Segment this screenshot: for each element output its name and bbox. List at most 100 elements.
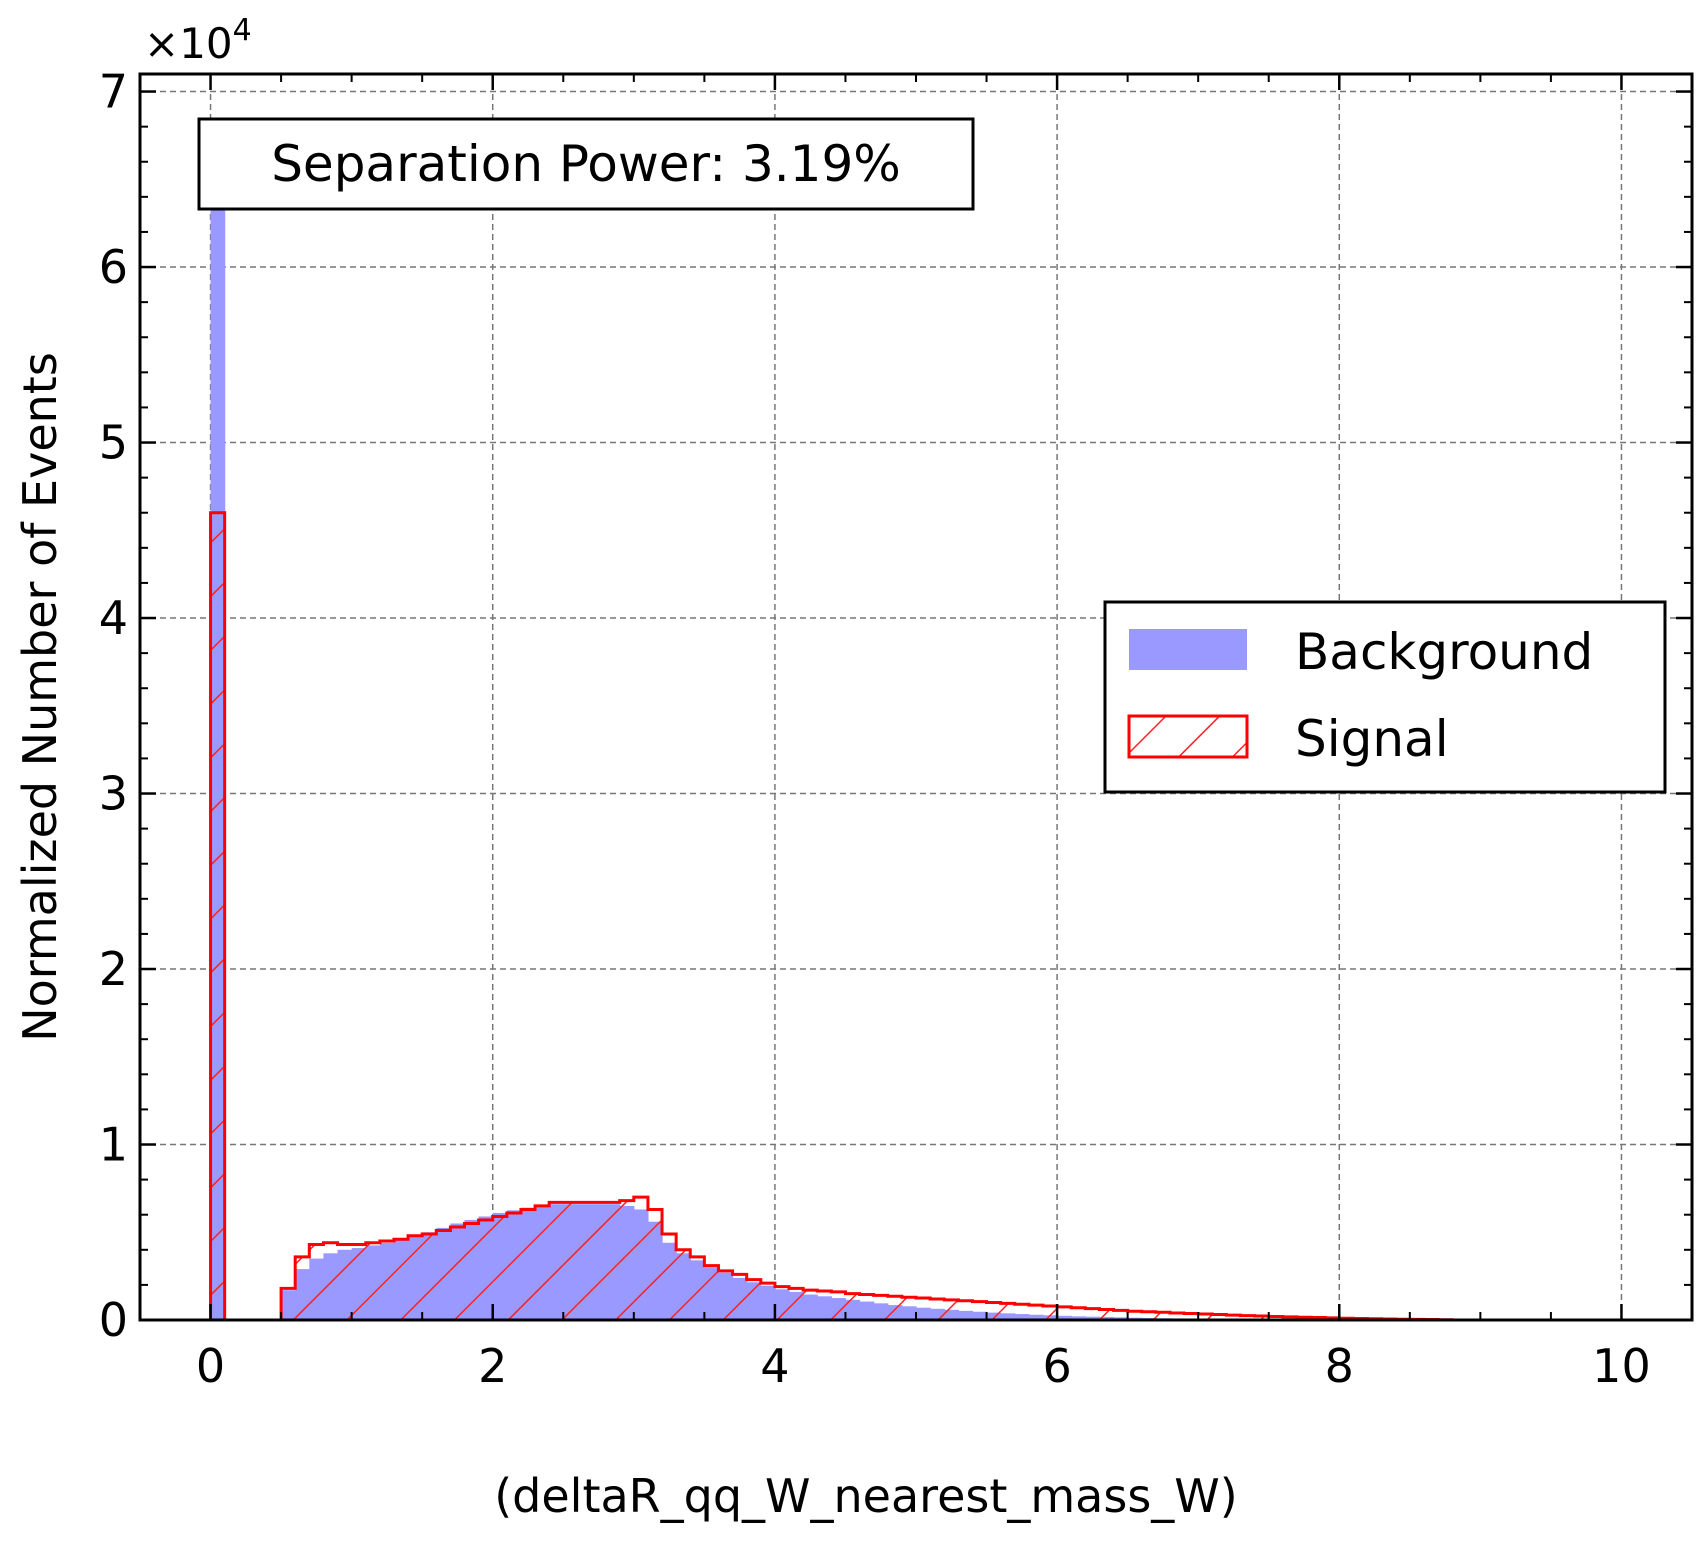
- x-tick-label: 6: [1042, 1339, 1071, 1393]
- x-tick-label: 0: [196, 1339, 225, 1393]
- signal-bar: [492, 1216, 507, 1320]
- signal-bar: [450, 1226, 465, 1320]
- signal-bar: [281, 1288, 296, 1320]
- signal-bar: [1042, 1305, 1058, 1320]
- y-tick-label: 6: [99, 240, 128, 294]
- y-tick-label: 4: [99, 591, 128, 645]
- y-tick-label: 1: [99, 1118, 128, 1172]
- signal-bar: [393, 1239, 409, 1320]
- signal-bar: [958, 1300, 973, 1320]
- signal-bar: [1268, 1316, 1283, 1320]
- signal-bar: [972, 1301, 987, 1320]
- x-tick-label: 2: [478, 1339, 507, 1393]
- x-tick-label: 4: [760, 1339, 789, 1393]
- signal-bar: [520, 1209, 536, 1320]
- signal-bar: [873, 1295, 888, 1320]
- signal-bar: [1057, 1306, 1072, 1320]
- signal-bar: [1071, 1307, 1086, 1320]
- y-multiplier-exponent: 4: [233, 13, 252, 48]
- signal-bar: [535, 1205, 550, 1320]
- signal-bar: [210, 512, 225, 1320]
- signal-bar: [1014, 1304, 1029, 1320]
- signal-bar: [732, 1274, 747, 1320]
- signal-bar: [1212, 1314, 1227, 1320]
- signal-bar: [647, 1209, 663, 1320]
- legend-label-signal: Signal: [1295, 710, 1449, 768]
- signal-bar: [1254, 1315, 1269, 1320]
- axis-tick-labels: 0 2 4 6 8 10 0 1 2 3 4 5 6 7: [99, 65, 1651, 1393]
- signal-bar: [1113, 1310, 1128, 1320]
- signal-bar: [422, 1234, 437, 1320]
- signal-bar: [549, 1202, 564, 1320]
- signal-bar: [845, 1293, 860, 1320]
- y-tick-label: 3: [99, 767, 128, 821]
- signal-bar: [633, 1197, 648, 1320]
- signal-bar: [563, 1202, 578, 1320]
- y-tick-label: 0: [99, 1293, 128, 1347]
- signal-bar: [1169, 1312, 1185, 1320]
- signal-bar: [1028, 1305, 1043, 1320]
- x-axis-label: (deltaR_qq_W_nearest_mass_W): [494, 1469, 1238, 1523]
- signal-bar: [436, 1230, 451, 1320]
- legend: Background Signal: [1103, 600, 1667, 794]
- signal-bar: [1099, 1309, 1114, 1320]
- legend-label-background: Background: [1295, 623, 1593, 681]
- signal-bar: [676, 1249, 691, 1320]
- signal-bar: [605, 1202, 620, 1320]
- signal-bar: [789, 1288, 804, 1320]
- signal-bar: [803, 1290, 818, 1320]
- signal-bar: [1085, 1308, 1100, 1320]
- signal-bar: [506, 1212, 521, 1320]
- y-tick-label: 2: [99, 942, 128, 996]
- signal-bar: [774, 1286, 790, 1320]
- x-tick-label: 10: [1592, 1339, 1651, 1393]
- y-tick-label: 5: [99, 416, 128, 470]
- y-tick-label: 7: [99, 65, 128, 119]
- separation-power-annotation: Separation Power: 3.19%: [197, 117, 975, 211]
- signal-bar: [1127, 1311, 1142, 1320]
- annotation-box: [197, 117, 975, 211]
- signal-bar: [901, 1297, 916, 1320]
- signal-bar: [1155, 1312, 1170, 1320]
- y-axis-label: Normalized Number of Events: [13, 352, 67, 1042]
- signal-bar: [591, 1202, 606, 1320]
- signal-bar: [577, 1202, 592, 1320]
- annotation-text: Separation Power: 3.19%: [271, 135, 901, 193]
- signal-bar: [859, 1294, 874, 1320]
- signal-bar: [817, 1291, 832, 1320]
- signal-bar: [887, 1296, 902, 1320]
- signal-bar: [619, 1200, 634, 1320]
- signal-bar: [337, 1244, 352, 1320]
- signal-bar: [1240, 1315, 1255, 1320]
- signal-bar: [323, 1242, 338, 1320]
- signal-bar: [351, 1244, 366, 1320]
- signal-bar: [690, 1256, 705, 1320]
- signal-bar: [944, 1299, 959, 1320]
- signal-bar: [1000, 1303, 1015, 1320]
- signal-bar: [1282, 1316, 1297, 1320]
- signal-bar: [365, 1242, 380, 1320]
- signal-bar: [718, 1270, 733, 1320]
- signal-bar: [478, 1219, 493, 1320]
- signal-bar: [916, 1298, 931, 1320]
- signal-bar: [704, 1265, 719, 1320]
- plot-frame: [138, 72, 1694, 1322]
- signal-bar: [1141, 1311, 1156, 1320]
- signal-bar: [1198, 1314, 1213, 1320]
- signal-bar: [760, 1283, 775, 1320]
- legend-swatch-signal: [1127, 714, 1249, 759]
- signal-bar: [930, 1298, 945, 1320]
- signal-bar: [309, 1244, 324, 1320]
- signal-bar: [1226, 1315, 1241, 1320]
- y-axis-multiplier: ×104: [144, 13, 252, 68]
- signal-bar: [662, 1234, 677, 1320]
- y-multiplier-base: ×10: [144, 19, 233, 68]
- signal-outline: [209, 511, 227, 1320]
- histogram-bars: [209, 144, 1454, 1320]
- signal-bar: [464, 1223, 479, 1320]
- signal-bar: [408, 1235, 423, 1320]
- signal-bar: [831, 1291, 846, 1320]
- x-tick-label: 8: [1325, 1339, 1354, 1393]
- signal-bar: [1184, 1313, 1199, 1320]
